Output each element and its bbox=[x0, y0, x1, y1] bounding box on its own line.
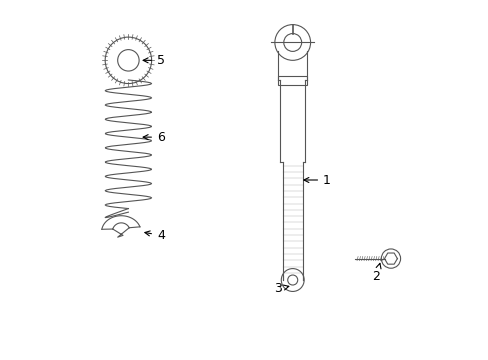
Text: 3: 3 bbox=[274, 283, 288, 296]
Text: 6: 6 bbox=[143, 131, 164, 144]
Text: 1: 1 bbox=[303, 174, 330, 186]
Text: 4: 4 bbox=[144, 229, 164, 242]
Text: 5: 5 bbox=[143, 54, 164, 67]
Bar bbox=[278, 76, 306, 85]
Text: 2: 2 bbox=[371, 264, 380, 283]
